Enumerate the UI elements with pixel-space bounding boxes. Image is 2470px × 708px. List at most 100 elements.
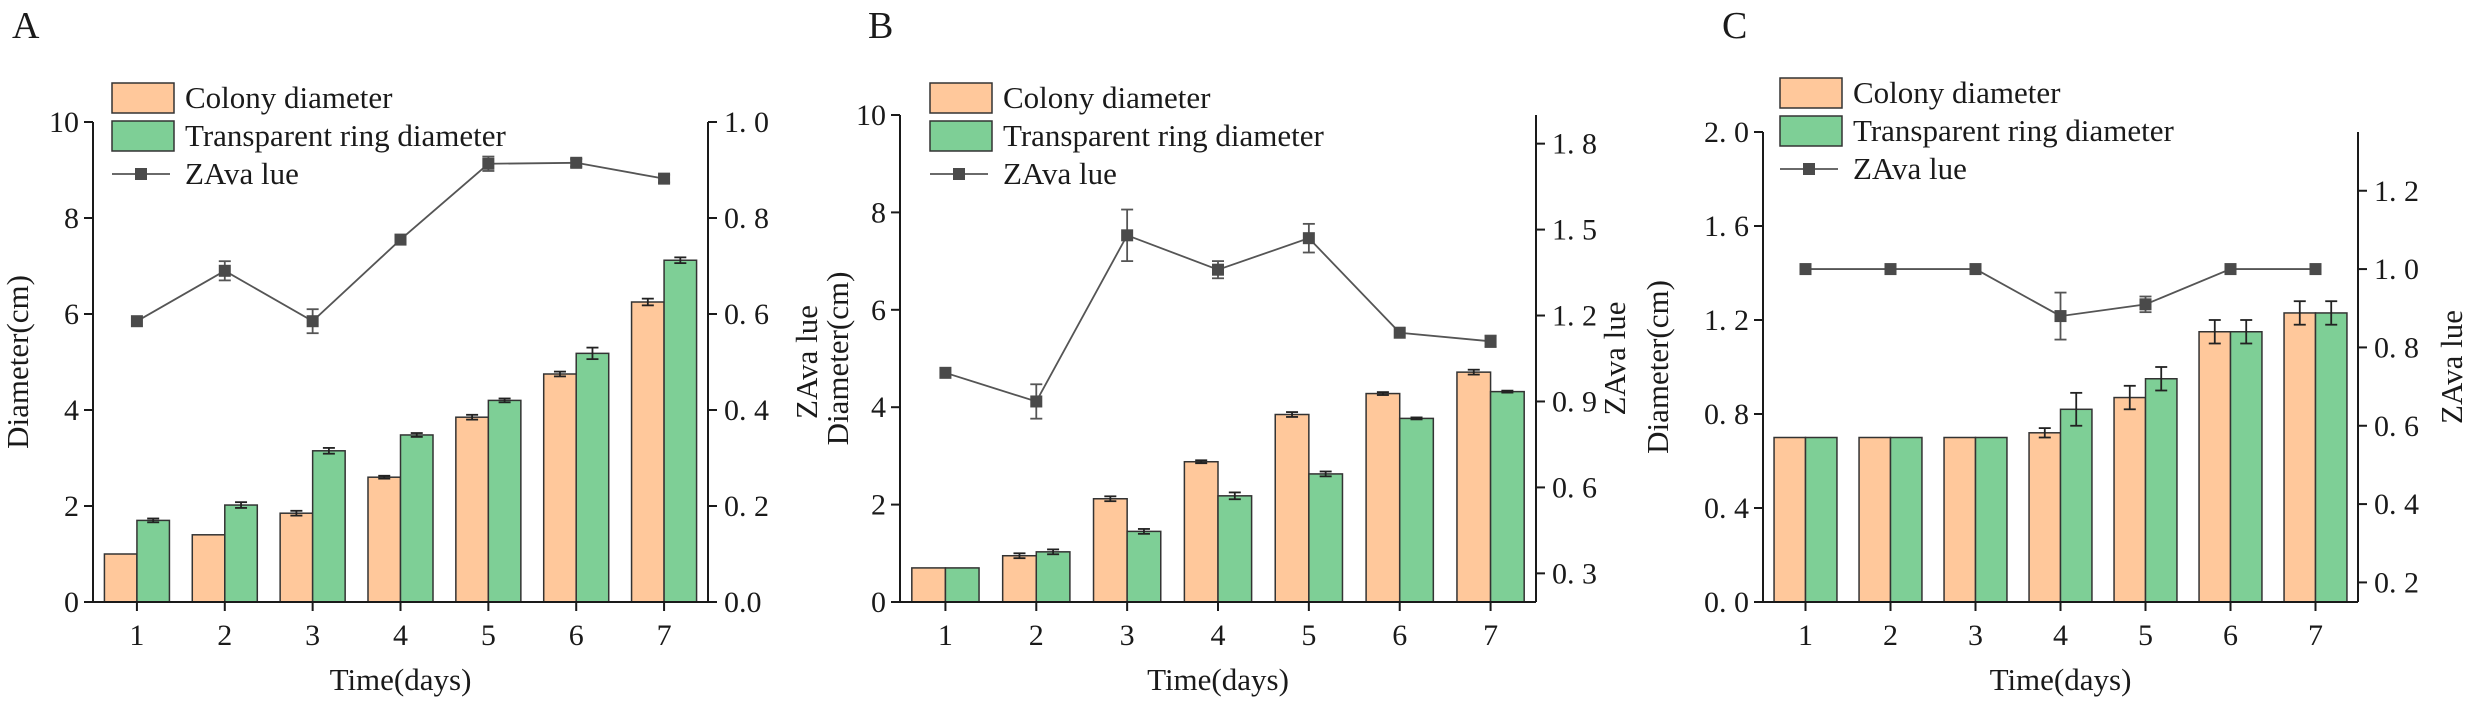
y-tick-label: 0. 8 [1704,398,1749,431]
ring-bar [224,504,259,603]
x-tick-label: 6 [569,619,584,652]
ring-bar [575,352,610,603]
y-right-tick-label: 0. 9 [1552,385,1597,418]
legend-swatch-zavalue-marker [953,168,965,180]
legend-swatch-zavalue-marker [135,168,147,180]
x-tick-label: 3 [1968,619,1983,652]
y-tick-label: 6 [871,294,886,327]
y-tick-label: 2 [64,490,79,523]
y-right-axis-title: ZAva lue [789,305,824,419]
colony-bar [1943,436,1977,603]
y-right-tick-label: 1. 2 [1552,300,1597,333]
zavalue-point [1484,335,1497,348]
ring-bar [2059,408,2093,603]
colony-bar [542,373,577,603]
colony-bar [1274,413,1310,603]
ring-bar [2229,331,2263,603]
legend-swatch-zavalue-marker [1803,163,1815,175]
legend-label-zavalue: ZAva lue [1853,151,1967,186]
y-tick-label: 0. 4 [1704,492,1749,525]
y-tick-label: 10 [49,106,79,139]
y-tick-label: 0 [64,586,79,619]
x-tick-label: 5 [1301,619,1316,652]
x-tick-label: 5 [481,619,496,652]
x-tick-label: 3 [305,619,320,652]
x-tick-label: 2 [1029,619,1044,652]
chart-panel-c: C 0. 0 0. 4 0. 8 1. 2 1. 6 2. 0 0. 2 0. 4 0. 6 0. … [1640,5,2469,697]
chart-panel-b: B 0 2 4 6 8 10 0. 3 0. 6 0. 9 1. 2 1. 5 1. 8 1 2 3 4 5 6 7 T… [820,5,1632,697]
y-right-tick-label: 0. 3 [1552,557,1597,590]
y-right-tick-label: 0. 8 [724,202,769,235]
y-right-tick-label: 0. 4 [2374,488,2419,521]
colony-bar [1092,498,1128,603]
colony-bar [1001,554,1038,603]
colony-bar [2028,432,2062,603]
y-axis-title: Diameter(cm) [1640,280,1675,454]
colony-bar [1456,371,1492,603]
x-axis-title: Time(days) [330,662,472,697]
ring-bar [944,567,980,603]
ring-bar [1889,436,1923,603]
legend-label-zavalue: ZAva lue [1003,156,1117,191]
colony-bar [2113,396,2147,603]
ring-bar [2314,312,2348,603]
legend-swatch-colony [929,82,993,114]
y-tick-label: 1. 6 [1704,210,1749,243]
zavalue-point [1969,263,1982,276]
x-tick-label: 2 [217,619,232,652]
legend-label-ring: Transparent ring diameter [1853,113,2174,148]
y-tick-label: 4 [64,394,79,427]
y-tick-label: 0 [871,586,886,619]
zavalue-point [130,315,143,328]
y-right-tick-label: 1. 2 [2374,175,2419,208]
colony-bar [455,416,490,603]
legend-label-ring: Transparent ring diameter [1003,118,1324,153]
x-tick-label: 5 [2138,619,2153,652]
zavalue-point [1212,263,1224,276]
y-right-tick-label: 1. 0 [724,106,769,139]
y-tick-label: 6 [64,298,79,331]
chart-panel-a: A 0 2 4 6 8 10 0.0 0. 2 0. 4 0. 6 0. 8 1. 0 1 2 3 4 5 6 7 Ti… [0,5,824,697]
zavalue-point [1121,229,1134,242]
ring-bar [1126,530,1162,603]
legend-swatch-colony [1779,77,1843,109]
x-tick-label: 1 [1798,619,1813,652]
zavalue-point [658,172,671,185]
y-tick-label: 2. 0 [1704,116,1749,149]
ring-bar [1398,417,1435,603]
x-axis-title: Time(days) [1990,662,2132,697]
zavalue-point [394,233,407,246]
x-tick-label: 6 [2223,619,2238,652]
y-tick-label: 4 [871,391,886,424]
y-tick-label: 2 [871,489,886,522]
y-right-axis-title: ZAva lue [2434,310,2469,424]
colony-bar [191,534,226,603]
ring-bar [487,399,522,603]
zavalue-point [570,156,583,169]
zavalue-point [1884,263,1897,276]
y-right-axis-title: ZAva lue [1597,302,1632,416]
x-axis-title: Time(days) [1147,662,1289,697]
zavalue-point [1030,395,1043,408]
y-right-tick-label: 0. 6 [2374,410,2419,443]
zavalue-point [306,315,319,328]
colony-bar [103,553,138,603]
legend-label-colony: Colony diameter [1003,80,1211,115]
colony-bar [2283,312,2317,603]
legend-label-ring: Transparent ring diameter [185,118,506,153]
y-right-tick-label: 1. 0 [2374,253,2419,286]
y-tick-label: 1. 2 [1704,304,1749,337]
ring-bar [1974,436,2008,603]
ring-bar [1308,473,1344,603]
panel-label: C [1722,5,1747,47]
ring-bar [1035,551,1071,603]
ring-bar [136,519,171,603]
y-axis-title: Diameter(cm) [820,272,855,446]
ring-bar [311,450,346,603]
zavalue-point [939,366,952,379]
colony-bar [911,567,947,603]
colony-bar [630,301,665,603]
y-right-tick-label: 0. 6 [724,298,769,331]
